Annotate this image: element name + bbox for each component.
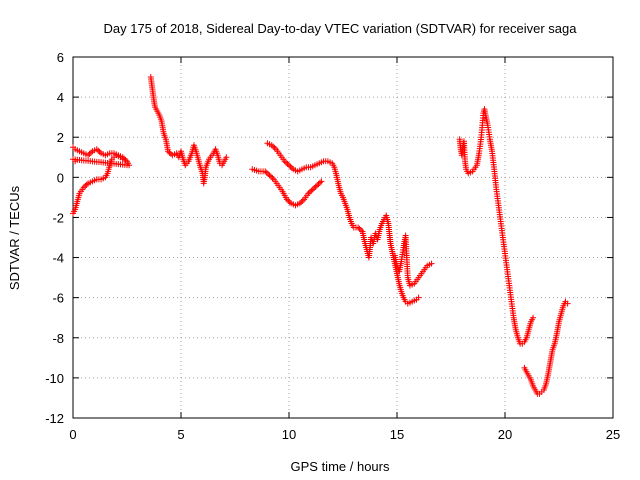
axis-ticks [72,56,614,419]
grid-lines [73,57,613,418]
data-point [285,197,292,204]
data-point [265,170,272,177]
series-segment-3a [249,166,325,209]
data-point [311,185,318,192]
data-point [95,147,102,154]
data-point [296,200,303,207]
data-point [122,156,129,163]
data-point [288,164,295,171]
x-tick-label: 25 [606,427,620,442]
data-point [72,158,79,165]
data-point [263,169,270,176]
data-point [299,197,306,204]
data-point [86,150,93,157]
x-tick-label: 0 [69,427,76,442]
x-tick-label: 20 [498,427,512,442]
data-point [356,225,363,232]
data-point [268,142,275,149]
data-point [428,260,435,267]
x-tick-label: 5 [177,427,184,442]
series-segment-3b [264,140,422,307]
data-point [82,183,89,190]
series-segment-1b [70,152,126,217]
series-segment-2 [147,74,230,187]
data-point [281,158,288,165]
series-segment-1a [70,144,133,169]
series-segment-4 [456,106,537,347]
data-point [564,300,571,307]
y-tick-label: 4 [57,90,64,105]
data-point [530,314,537,321]
data-point [298,199,305,206]
data-point [358,227,364,234]
y-tick-labels: -12 -10 -8 -6 -4 -2 0 2 4 6 [45,50,64,426]
series-segment-3c [391,232,435,289]
data-point [306,189,313,196]
data-point [305,190,312,197]
y-tick-label: -8 [52,331,64,346]
data-point [266,172,273,179]
y-tick-label: -10 [45,371,64,386]
data-point [83,181,90,188]
data-point [284,160,291,167]
data-point [80,184,87,191]
data-point [312,183,319,190]
y-tick-label: -2 [52,210,64,225]
x-axis-label: GPS time / hours [291,459,390,474]
data-point [88,149,94,156]
data-point [318,178,325,185]
data-point [315,181,322,188]
data-point [270,143,277,150]
data-point [309,186,316,193]
data-point [268,173,274,180]
data-point [308,187,315,194]
data-point [165,148,172,155]
data-point [287,163,294,170]
x-tick-label: 10 [282,427,296,442]
data-point [119,156,126,163]
plot-frame [72,56,614,419]
data-points [70,74,571,397]
data-point [355,224,362,231]
data-point [85,152,92,159]
data-point [223,154,230,161]
y-tick-label: -12 [45,411,64,426]
data-point [314,182,321,189]
y-tick-label: 6 [57,50,64,65]
data-point [262,168,269,175]
data-point [283,196,290,203]
data-point [96,148,103,155]
chart-title: Day 175 of 2018, Sidereal Day-to-day VTE… [103,21,577,36]
data-point [286,199,293,206]
y-tick-label: 2 [57,130,64,145]
x-tick-labels: 0 5 10 15 20 25 [69,427,620,442]
y-tick-label: -6 [52,291,64,306]
series-segment-5 [521,298,571,397]
data-point [283,159,290,166]
data-point [166,149,173,156]
y-tick-label: 0 [57,170,64,185]
data-point [271,144,278,151]
data-point [93,146,100,153]
data-point [415,294,422,301]
data-point [286,162,292,169]
data-point [121,155,128,162]
x-tick-label: 15 [390,427,404,442]
data-point [269,175,276,182]
y-axis-label: SDTVAR / TECUs [7,185,22,290]
data-point [316,179,323,186]
y-tick-label: -4 [52,251,64,266]
